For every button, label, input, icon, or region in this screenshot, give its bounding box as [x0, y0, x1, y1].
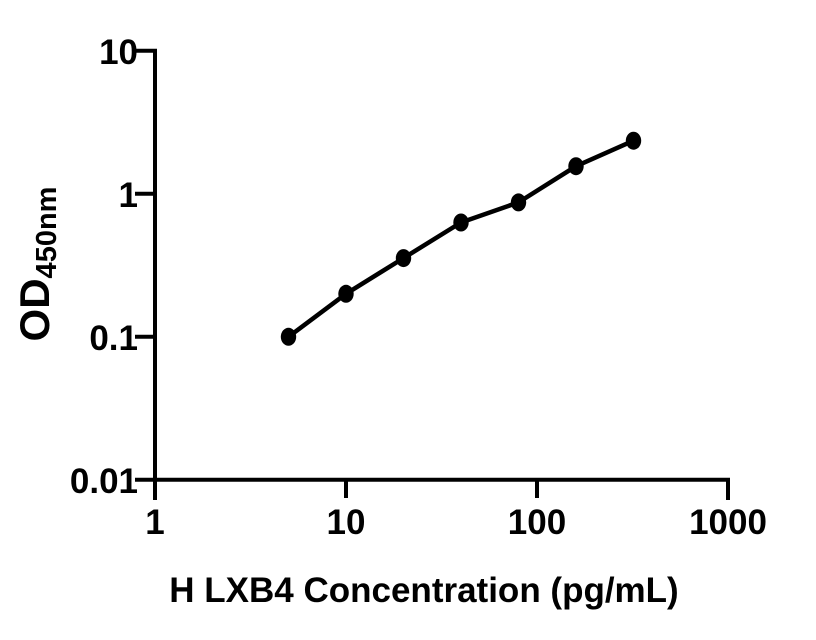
svg-text:10: 10	[327, 503, 366, 542]
svg-text:0.1: 0.1	[89, 319, 138, 358]
svg-text:OD450nm: OD450nm	[11, 187, 63, 342]
svg-text:10: 10	[99, 33, 138, 72]
svg-text:0.01: 0.01	[70, 462, 138, 501]
svg-text:1: 1	[119, 176, 138, 215]
svg-text:H LXB4 Concentration (pg/mL): H LXB4 Concentration (pg/mL)	[169, 571, 678, 610]
svg-text:1: 1	[145, 503, 164, 542]
svg-text:1000: 1000	[689, 503, 767, 542]
svg-text:100: 100	[508, 503, 566, 542]
